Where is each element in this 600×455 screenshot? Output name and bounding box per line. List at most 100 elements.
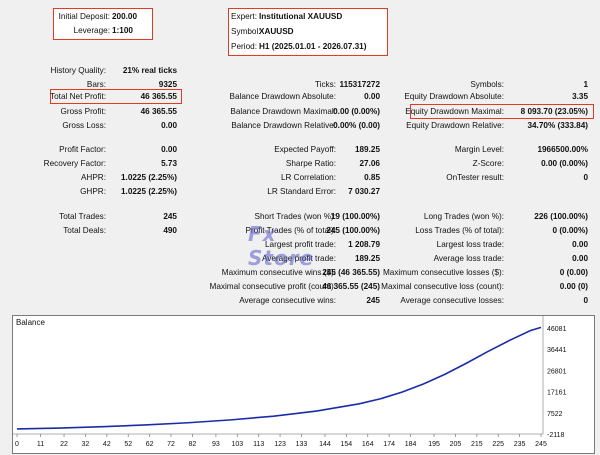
y-tick-label: 26801 <box>547 368 567 375</box>
bars-value: 9325 <box>158 80 177 89</box>
x-tick-label: 22 <box>60 441 68 448</box>
symbol-value: XAUUSD <box>259 27 294 36</box>
equity-dd-rel-label: Equity Drawdown Relative: <box>406 121 504 130</box>
gross-loss-label: Gross Loss: <box>62 121 106 130</box>
avg-loss-value: 0.00 <box>572 254 588 263</box>
y-tick-label: 36441 <box>547 347 567 354</box>
recovery-factor-value: 5.73 <box>161 159 177 168</box>
avg-consec-losses-value: 0 <box>583 296 588 305</box>
equity-dd-abs-label: Equity Drawdown Absolute: <box>404 92 504 101</box>
avg-consec-losses-label: Average consecutive losses: <box>400 296 504 305</box>
leverage-value: 1:100 <box>112 26 133 35</box>
watermark-logo: Fx Store <box>248 222 315 270</box>
period-value: H1 (2025.01.01 - 2026.07.31) <box>259 42 367 51</box>
margin-level-value: 1966500.00% <box>537 145 588 154</box>
total-trades-label: Total Trades: <box>59 212 106 221</box>
max-consec-wins-value: 245 (46 365.55) <box>322 268 380 277</box>
profit-trades-value: 245 (100.00%) <box>326 226 380 235</box>
x-tick-label: 0 <box>15 441 19 448</box>
period-label: Period: <box>231 42 257 51</box>
net-profit-highlight <box>50 89 182 104</box>
expected-payoff-value: 189.25 <box>354 145 380 154</box>
avg-consec-wins-label: Average consecutive wins: <box>239 296 336 305</box>
total-deals-value: 490 <box>163 226 177 235</box>
x-tick-label: 195 <box>428 441 440 448</box>
maximal-consec-loss-label: Maximal consecutive loss (count): <box>381 282 504 291</box>
loss-trades-value: 0 (0.00%) <box>552 226 589 235</box>
largest-profit-value: 1 208.79 <box>348 240 380 249</box>
gross-profit-label: Gross Profit: <box>60 107 107 116</box>
balance-dd-rel-label: Balance Drawdown Relative: <box>231 121 336 130</box>
net-profit-value: 46 365.55 <box>140 92 177 101</box>
largest-loss-label: Largest loss trade: <box>436 240 504 249</box>
equity-dd-abs-value: 3.35 <box>572 92 588 101</box>
expert-label: Expert: <box>231 12 257 21</box>
equity-dd-rel-value: 34.70% (333.84) <box>527 121 588 130</box>
x-tick-label: 72 <box>167 441 175 448</box>
equity-dd-max-label: Equity Drawdown Maximal: <box>405 107 504 116</box>
symbols-value: 1 <box>583 80 588 89</box>
profit-factor-label: Profit Factor: <box>59 145 106 154</box>
history-quality-label: History Quality: <box>50 66 106 75</box>
x-tick-label: 164 <box>362 441 374 448</box>
long-trades-value: 226 (100.00%) <box>534 212 588 221</box>
ticks-label: Ticks: <box>314 80 336 89</box>
balance-dd-abs-label: Balance Drawdown Absolute: <box>229 92 336 101</box>
leverage-label: Leverage: <box>73 26 110 35</box>
short-trades-value: 19 (100.00%) <box>330 212 380 221</box>
history-quality-value: 21% real ticks <box>122 66 177 75</box>
x-tick-label: 133 <box>296 441 308 448</box>
balance-dd-rel-value: 0.00% (0.00) <box>333 121 380 130</box>
profit-factor-value: 0.00 <box>161 145 177 154</box>
x-tick-label: 154 <box>341 441 353 448</box>
lr-correlation-value: 0.85 <box>364 173 380 182</box>
expert-value: Institutional XAUUSD <box>259 12 343 21</box>
lr-std-error-value: 7 030.27 <box>348 187 380 196</box>
x-tick-label: 62 <box>146 441 154 448</box>
expert-box: Expert: Institutional XAUUSD Symbol: XAU… <box>228 8 388 56</box>
x-tick-label: 245 <box>535 441 547 448</box>
balance-dd-max-value: 0.00 (0.00%) <box>333 107 380 116</box>
y-tick-label: 46081 <box>547 326 567 333</box>
x-tick-label: 103 <box>231 441 243 448</box>
net-profit-label: Total Net Profit: <box>50 92 106 101</box>
lr-correlation-label: LR Correlation: <box>280 173 336 182</box>
max-consec-losses-label: Maximum consecutive losses ($): <box>382 268 504 277</box>
balance-chart: Balance 46081 36441 26801 17161 7522 -2118 0 11… <box>12 315 595 454</box>
largest-loss-value: 0.00 <box>572 240 588 249</box>
avg-profit-value: 189.25 <box>354 254 380 263</box>
x-tick-label: 32 <box>82 441 90 448</box>
avg-loss-label: Average loss trade: <box>433 254 504 263</box>
x-tick-label: 42 <box>103 441 111 448</box>
x-tick-label: 184 <box>405 441 417 448</box>
equity-dd-max-value: 8 093.70 (23.05%) <box>520 107 588 116</box>
margin-level-label: Margin Level: <box>454 145 504 154</box>
max-consec-wins-label: Maximum consecutive wins ($): <box>221 268 336 277</box>
x-tick-label: 205 <box>450 441 462 448</box>
x-tick-label: 93 <box>212 441 220 448</box>
lr-std-error-label: LR Standard Error: <box>267 187 336 196</box>
bars-label: Bars: <box>86 80 106 89</box>
largest-profit-label: Largest profit trade: <box>265 240 336 249</box>
strategy-report: Initial Deposit: 200.00 Leverage: 1:100 … <box>10 4 594 309</box>
x-tick-label: 144 <box>319 441 331 448</box>
chart-title: Balance <box>16 318 45 327</box>
ontester-label: OnTester result: <box>446 173 504 182</box>
avg-profit-label: Average profit trade: <box>261 254 336 263</box>
balance-line <box>16 326 542 430</box>
initial-deposit-value: 200.00 <box>112 12 138 21</box>
x-tick-label: 225 <box>492 441 504 448</box>
gross-profit-value: 46 365.55 <box>140 107 177 116</box>
x-tick-label: 52 <box>124 441 132 448</box>
maximal-consec-profit-value: 46 365.55 (245) <box>322 282 380 291</box>
balance-dd-abs-value: 0.00 <box>364 92 380 101</box>
ticks-value: 115317272 <box>339 80 380 89</box>
deposit-box: Initial Deposit: 200.00 Leverage: 1:100 <box>53 8 153 40</box>
x-tick-label: 11 <box>37 441 44 448</box>
sharpe-ratio-label: Sharpe Ratio: <box>285 159 336 168</box>
long-trades-label: Long Trades (won %): <box>423 212 504 221</box>
balance-chart-svg: 46081 36441 26801 17161 7522 -2118 0 11 22 32 42 52… <box>13 316 567 448</box>
y-tick-label: 7522 <box>547 411 563 418</box>
maximal-consec-loss-value: 0.00 (0) <box>559 282 588 291</box>
total-deals-label: Total Deals: <box>63 226 106 235</box>
